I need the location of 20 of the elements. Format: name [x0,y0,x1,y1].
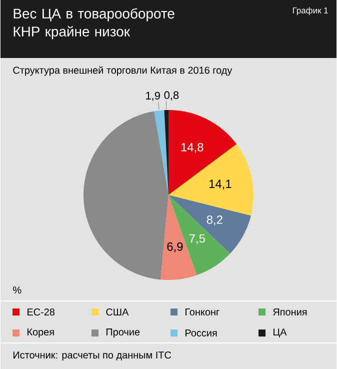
data-label: 8,2 [206,215,222,226]
legend-label: Япония [273,308,307,316]
text: Источник: расчеты по данным ITC [14,351,172,361]
legend-label: Корея [28,328,54,338]
text: % [13,286,22,294]
data-label: 6,9 [167,242,183,252]
legend-label: Прочие [106,328,140,338]
data-label: 14,8 [181,142,204,153]
data-label: 1,9 [146,92,160,101]
legend-label: США [106,308,129,316]
data-label: 7,5 [189,234,205,244]
legend-label: Гонконг [186,308,220,316]
chart-subtitle: Структура внешней торговли Китая в 2016 году [13,66,232,76]
legend-label: ЦА [274,328,287,338]
legend-label: Россия [186,330,217,336]
legend-label: ЕС-28 [28,308,55,316]
chart-title: Вес ЦА в товарообороте КНР крайне низок [14,8,174,40]
text: График 1 [292,7,328,16]
data-label: 0,8 [164,91,179,100]
data-label: 14,1 [209,180,232,190]
